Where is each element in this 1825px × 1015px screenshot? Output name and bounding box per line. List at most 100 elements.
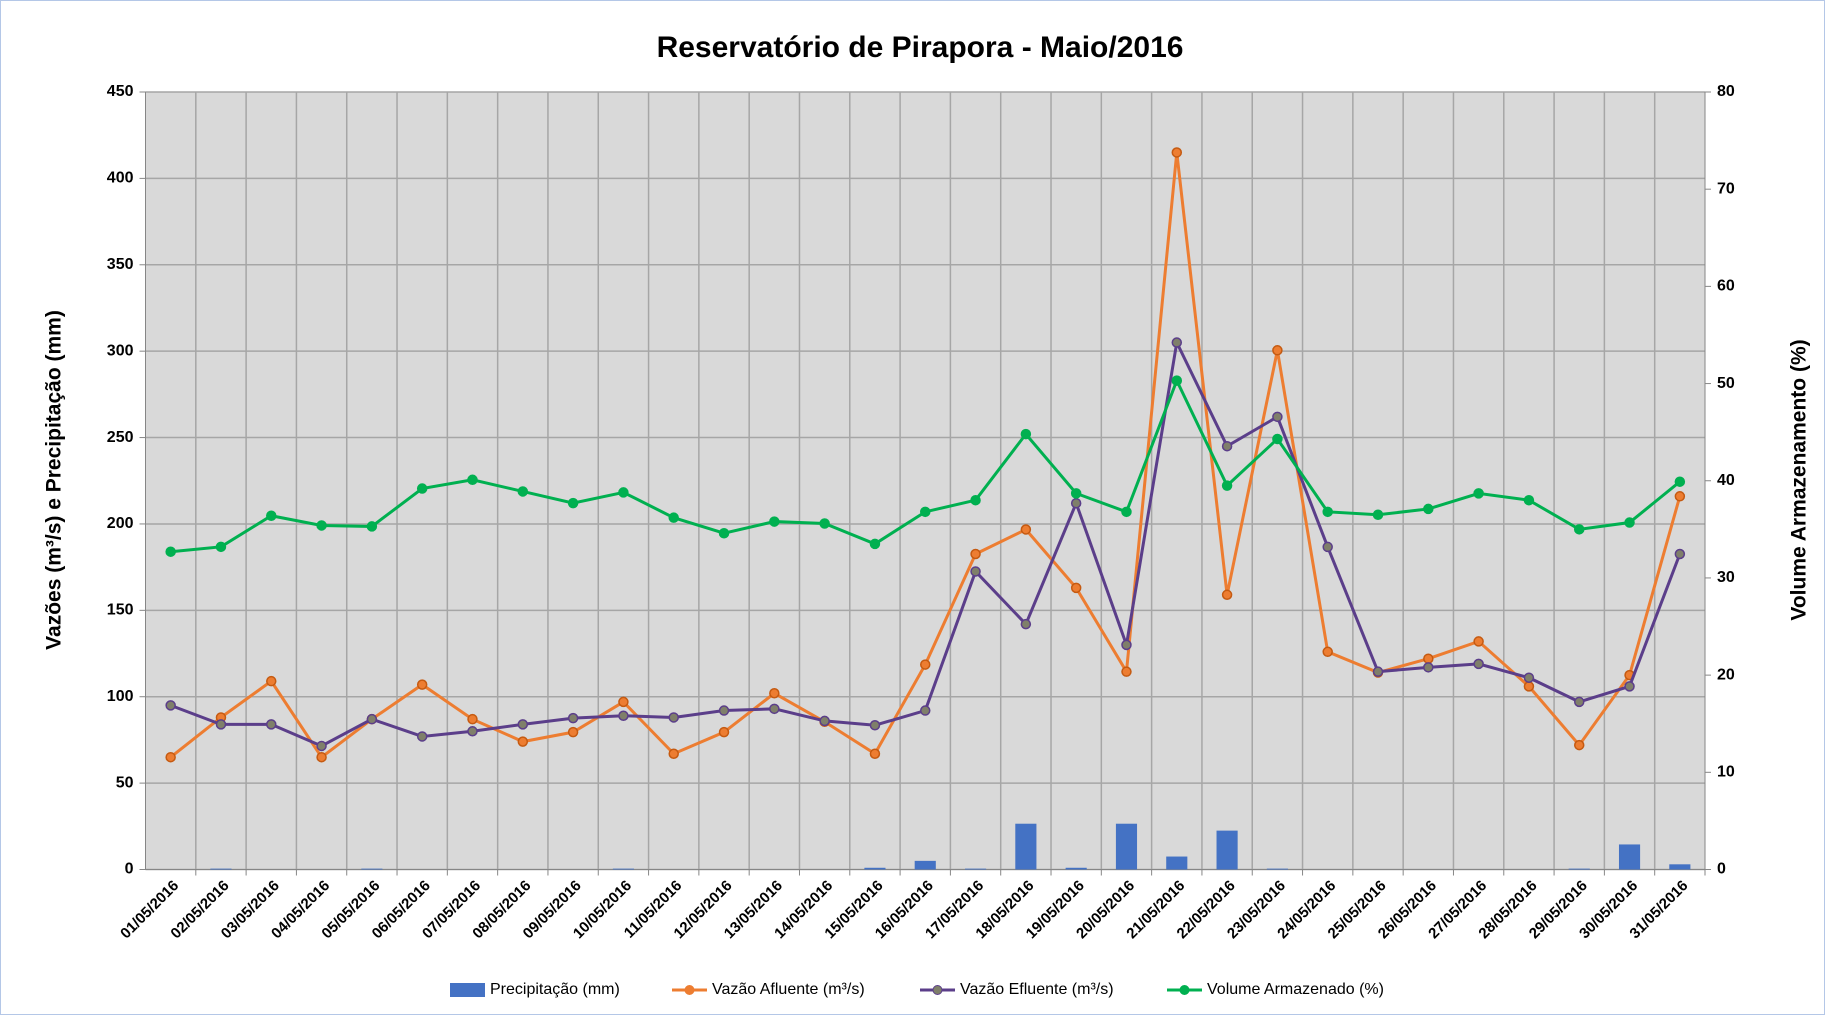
marker	[769, 703, 780, 715]
marker	[165, 546, 176, 557]
bar	[964, 868, 987, 870]
marker	[1674, 476, 1686, 487]
marker	[567, 712, 579, 724]
marker	[618, 696, 629, 708]
marker	[467, 474, 478, 486]
marker	[1221, 440, 1233, 452]
marker	[1523, 681, 1535, 692]
marker	[567, 497, 579, 509]
marker	[769, 688, 780, 699]
legend-label: Vazão Afluente (m³/s)	[712, 981, 865, 998]
marker	[416, 731, 428, 742]
marker	[920, 506, 931, 518]
y2-tick-label: 70	[1717, 180, 1735, 197]
marker	[819, 715, 830, 727]
marker	[1070, 497, 1082, 509]
marker	[1171, 375, 1183, 386]
marker	[1473, 488, 1484, 499]
y-tick-label: 250	[107, 429, 134, 446]
marker	[1473, 658, 1484, 670]
legend-label: Volume Armazenado (%)	[1207, 981, 1384, 998]
y2-axis-label: Volume Armazenamento (%)	[1788, 339, 1811, 620]
chart-title: Reservatório de Pirapora - Maio/2016	[657, 31, 1184, 64]
legend-marker	[932, 985, 943, 995]
y-axis-label: Vazões (m³/s) e Precipitação (mm)	[43, 310, 66, 650]
y2-tick-label: 0	[1717, 861, 1726, 878]
marker	[1221, 480, 1233, 491]
y2-tick-label: 50	[1717, 375, 1735, 392]
legend-swatch	[450, 983, 485, 997]
marker	[1070, 582, 1082, 594]
marker	[517, 736, 529, 747]
marker	[1070, 488, 1082, 499]
bar	[210, 868, 232, 870]
marker	[1272, 433, 1283, 445]
legend-label: Vazão Efluente (m³/s)	[960, 981, 1114, 998]
legend-label: Precipitação (mm)	[490, 981, 620, 998]
marker	[1020, 618, 1032, 630]
marker	[618, 710, 629, 721]
marker	[1221, 589, 1233, 601]
marker	[1423, 662, 1434, 673]
legend-marker	[1179, 985, 1190, 995]
bar	[1216, 830, 1238, 870]
bar	[1669, 864, 1691, 870]
marker	[517, 486, 529, 497]
marker	[618, 487, 629, 498]
marker	[1171, 147, 1183, 158]
marker	[1272, 411, 1283, 423]
y2-tick-label: 40	[1717, 472, 1735, 489]
bar	[1266, 868, 1288, 870]
marker	[970, 566, 981, 577]
y2-tick-label: 30	[1717, 569, 1735, 586]
marker	[517, 719, 529, 730]
marker	[1573, 696, 1585, 708]
marker	[1523, 494, 1535, 506]
marker	[316, 740, 327, 752]
marker	[1624, 517, 1635, 528]
y2-tick-label: 10	[1717, 764, 1735, 781]
marker	[1624, 681, 1635, 692]
marker	[1171, 337, 1183, 348]
y2-tick-label: 60	[1717, 278, 1735, 295]
marker	[1020, 428, 1032, 440]
marker	[1121, 506, 1132, 518]
marker	[1573, 524, 1585, 535]
marker	[970, 494, 981, 506]
marker	[1121, 639, 1132, 651]
marker	[1372, 666, 1384, 677]
marker	[316, 751, 327, 763]
legend-marker	[684, 985, 695, 995]
marker	[1674, 548, 1686, 560]
marker	[1473, 636, 1484, 647]
marker	[266, 675, 277, 687]
marker	[215, 541, 227, 553]
marker	[920, 705, 931, 716]
bar	[1015, 823, 1037, 870]
y-tick-label: 450	[107, 83, 134, 100]
bar	[914, 860, 936, 870]
marker	[869, 719, 881, 731]
bar	[1166, 856, 1188, 870]
marker	[869, 538, 881, 550]
marker	[316, 520, 327, 531]
marker	[970, 548, 981, 560]
y-tick-label: 350	[107, 256, 134, 273]
marker	[1322, 506, 1333, 518]
marker	[1322, 541, 1333, 553]
y-tick-label: 150	[107, 602, 134, 619]
marker	[1674, 491, 1686, 502]
y2-tick-label: 20	[1717, 666, 1735, 683]
bar	[361, 868, 383, 870]
marker	[467, 713, 478, 725]
bar	[1618, 844, 1641, 870]
y-tick-label: 0	[125, 861, 134, 878]
marker	[215, 719, 227, 730]
marker	[1523, 672, 1535, 683]
marker	[1020, 524, 1032, 535]
marker	[266, 719, 277, 730]
marker	[567, 726, 579, 738]
bar	[864, 867, 886, 870]
y-tick-label: 50	[116, 774, 134, 791]
